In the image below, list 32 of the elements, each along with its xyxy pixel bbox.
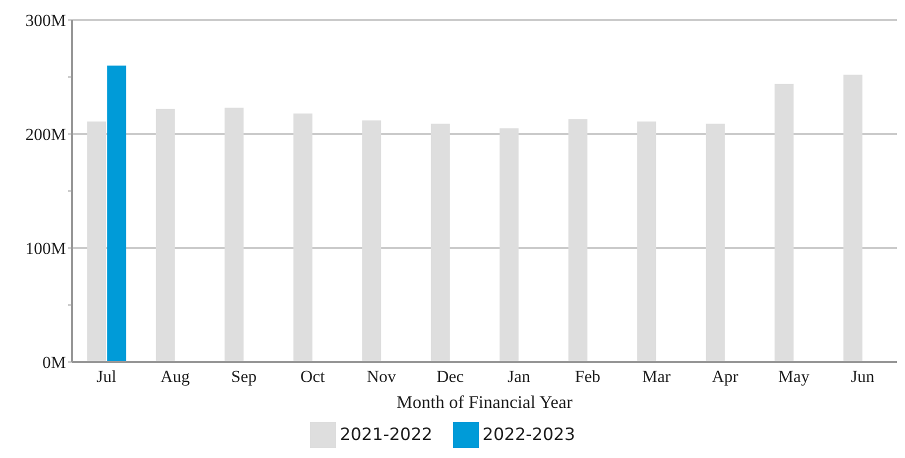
x-tick-label: Oct bbox=[300, 367, 326, 386]
legend-label: 2021-2022 bbox=[340, 424, 432, 445]
x-tick-label: Feb bbox=[574, 367, 600, 386]
x-tick-label: Sep bbox=[231, 367, 257, 386]
bar bbox=[568, 119, 588, 362]
bar bbox=[774, 84, 794, 362]
x-tick-label: Nov bbox=[366, 367, 397, 386]
y-tick-label: 100M bbox=[25, 239, 66, 258]
bar bbox=[87, 121, 106, 362]
bar bbox=[706, 124, 725, 362]
bar bbox=[224, 108, 244, 362]
x-tick-label: Jul bbox=[96, 367, 117, 386]
bar bbox=[293, 113, 312, 362]
bar bbox=[430, 124, 450, 362]
bar bbox=[637, 121, 656, 362]
bar bbox=[843, 74, 862, 362]
y-tick-label: 0M bbox=[42, 353, 66, 372]
x-axis-title: Month of Financial Year bbox=[396, 392, 572, 412]
legend-label: 2022-2023 bbox=[482, 424, 576, 445]
bar bbox=[500, 128, 519, 362]
x-tick-label: Jan bbox=[508, 367, 531, 386]
bar bbox=[362, 120, 382, 362]
x-tick-label: Jun bbox=[850, 367, 875, 386]
x-tick-label: Dec bbox=[436, 367, 464, 386]
y-tick-label: 200M bbox=[25, 125, 66, 144]
x-tick-label: Apr bbox=[712, 367, 739, 386]
x-tick-label: Mar bbox=[642, 367, 671, 386]
bar bbox=[107, 66, 126, 362]
x-tick-label: May bbox=[778, 367, 810, 386]
x-tick-label: Aug bbox=[160, 367, 190, 386]
bar bbox=[156, 108, 175, 362]
y-tick-label: 300M bbox=[25, 11, 66, 30]
